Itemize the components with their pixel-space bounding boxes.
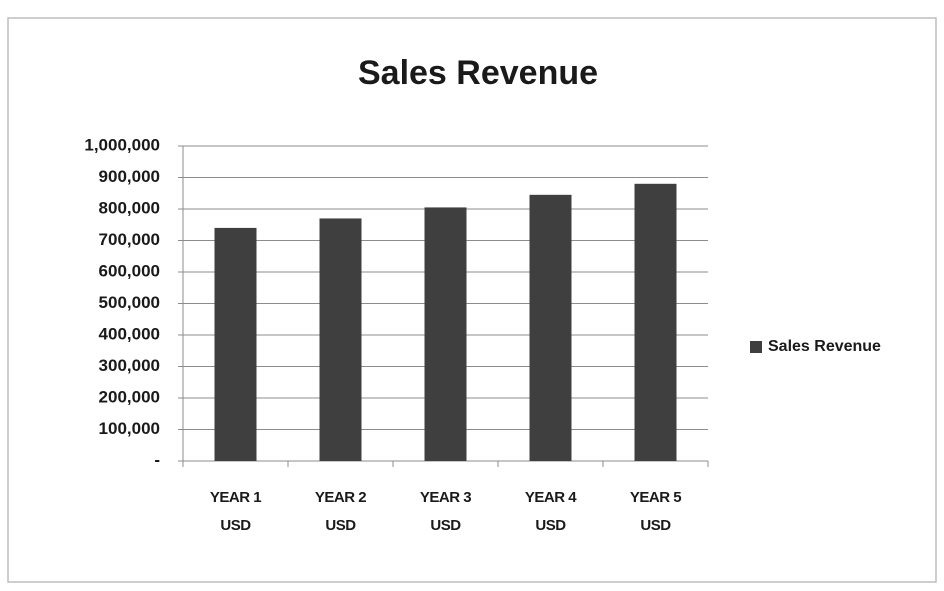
x-tick-label: YEAR 3 USD bbox=[419, 489, 472, 534]
y-tick-label: 100,000 bbox=[99, 419, 160, 438]
y-tick-label: 1,000,000 bbox=[84, 135, 160, 154]
y-tick-label: 300,000 bbox=[99, 356, 160, 375]
y-tick-label: 700,000 bbox=[99, 230, 160, 249]
bar bbox=[214, 227, 257, 461]
bar bbox=[634, 183, 677, 462]
y-tick-label: 200,000 bbox=[99, 387, 160, 406]
x-tick-label: YEAR 1 USD bbox=[209, 489, 262, 534]
x-tick-label: YEAR 4 USD bbox=[524, 489, 577, 534]
bar bbox=[319, 218, 362, 461]
y-tick-label: 500,000 bbox=[99, 293, 160, 312]
x-tick-label: YEAR 5 USD bbox=[629, 489, 682, 534]
legend-label: Sales Revenue bbox=[768, 338, 881, 355]
y-tick-label: 600,000 bbox=[99, 261, 160, 280]
y-tick-label: - bbox=[154, 450, 160, 469]
y-tick-label: 400,000 bbox=[99, 324, 160, 343]
bar bbox=[529, 194, 572, 461]
legend-swatch bbox=[750, 341, 762, 353]
bar bbox=[424, 207, 467, 461]
chart-frame bbox=[7, 17, 937, 583]
y-tick-label: 800,000 bbox=[99, 198, 160, 217]
x-tick-label: YEAR 2 USD bbox=[314, 489, 367, 534]
y-tick-label: 900,000 bbox=[99, 167, 160, 186]
chart-title: Sales Revenue bbox=[358, 54, 598, 92]
